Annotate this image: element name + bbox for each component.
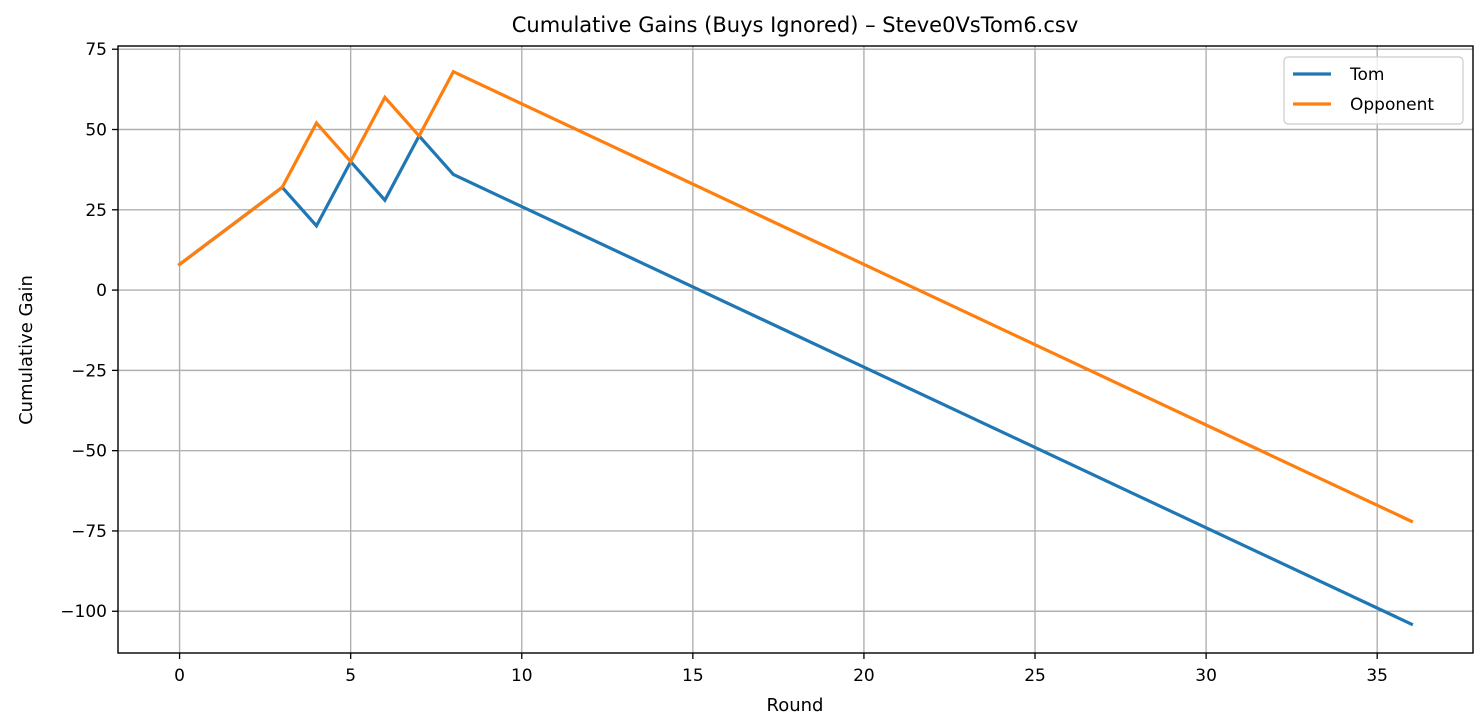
legend: Tom Opponent: [1283, 56, 1464, 125]
x-tick-label: 10: [511, 666, 533, 686]
y-tick-label: −50: [71, 442, 107, 462]
y-axis-label: Cumulative Gain: [16, 275, 37, 425]
y-tick-label: 75: [85, 40, 107, 60]
x-axis-ticks: 0 5 10 15 20 25 30 35: [174, 653, 1388, 686]
x-tick-label: 25: [1024, 666, 1046, 686]
x-axis-label: Round: [767, 695, 824, 716]
legend-label-tom: Tom: [1349, 65, 1384, 85]
y-axis-ticks: 75 50 25 0 −25 −50 −75 −100: [60, 40, 118, 622]
x-tick-label: 20: [853, 666, 875, 686]
x-tick-label: 5: [345, 666, 356, 686]
grid: [118, 46, 1473, 653]
series-layer: [177, 69, 1414, 627]
y-tick-label: −100: [60, 602, 107, 622]
x-tick-label: 35: [1366, 666, 1388, 686]
plot-frame: [117, 45, 1474, 654]
chart-title: Cumulative Gains (Buys Ignored) – Steve0…: [512, 13, 1079, 37]
y-tick-label: −25: [71, 361, 107, 381]
x-tick-label: 15: [682, 666, 704, 686]
x-tick-label: 0: [174, 666, 185, 686]
series-line-opponent: [177, 69, 1414, 524]
y-tick-label: 25: [85, 201, 107, 221]
x-tick-label: 30: [1195, 666, 1217, 686]
legend-label-opponent: Opponent: [1350, 95, 1434, 115]
series-line-tom: [177, 133, 1414, 627]
y-tick-label: −75: [71, 522, 107, 542]
y-tick-label: 50: [85, 121, 107, 141]
y-tick-label: 0: [96, 281, 107, 301]
